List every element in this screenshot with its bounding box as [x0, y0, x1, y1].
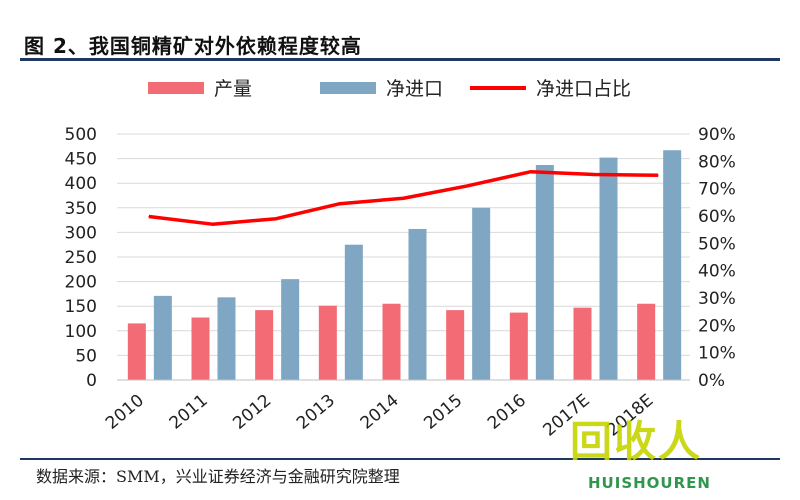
ratio-line-layer [148, 169, 659, 226]
bar-production [637, 303, 656, 380]
bar-net-import [408, 228, 427, 380]
footer-rule [20, 458, 780, 460]
combo-chart: 0 50 100 150 200 250 300 350 400 450 500 0% 10% 20% 30… [65, 78, 736, 441]
x-axis-tick-label: 2010 [102, 391, 148, 434]
left-axis-tick-label: 100 [65, 322, 97, 342]
bar-net-import [344, 244, 363, 380]
left-axis-tick-label: 350 [65, 199, 97, 219]
right-axis-tick-label: 50% [698, 234, 736, 254]
ratio-point [275, 218, 277, 220]
bar-production [509, 312, 528, 380]
left-axis-tick-label: 450 [65, 150, 97, 170]
bar-production [573, 307, 592, 380]
bar-production [191, 317, 210, 380]
legend-label: 净进口 [386, 78, 443, 100]
right-axis-tick-label: 80% [698, 152, 736, 172]
x-axis-tick-label: 2012 [229, 391, 275, 434]
legend-label: 产量 [214, 78, 252, 100]
watermark-logo-subtext: HUISHOUREN [588, 474, 711, 492]
right-axis-tick-label: 20% [698, 316, 736, 336]
right-axis-tick-label: 30% [698, 289, 736, 309]
ratio-point [657, 174, 659, 176]
left-axis-tick-label: 50 [75, 346, 97, 366]
bar-net-import [217, 297, 236, 380]
right-axis-tick-label: 40% [698, 262, 736, 282]
title-underline [20, 58, 780, 61]
axes: 0 50 100 150 200 250 300 350 400 450 500 0% 10% 20% 30… [65, 125, 736, 441]
legend-label: 净进口占比 [536, 78, 631, 100]
chart-title: 图 2、我国铜精矿对外依赖程度较高 [24, 34, 362, 58]
left-axis-tick-label: 200 [65, 273, 97, 293]
left-axis-tick-label: 0 [86, 371, 97, 391]
left-axis-tick-label: 300 [65, 223, 97, 243]
source-note: 数据来源：SMM，兴业证券经济与金融研究院整理 [36, 467, 400, 486]
x-axis-tick-label: 2015 [420, 391, 466, 434]
right-axis-tick-label: 60% [698, 207, 736, 227]
right-axis-tick-label: 10% [698, 344, 736, 364]
bar-net-import [599, 157, 618, 380]
legend: 产量 净进口 净进口占比 [148, 78, 631, 100]
ratio-point [403, 197, 404, 199]
right-axis-tick-label: 70% [698, 180, 736, 200]
watermark-logo-text: 回收人 [570, 417, 703, 466]
right-axis-tick-label: 90% [698, 125, 736, 145]
bar-net-import [472, 207, 491, 380]
ratio-point [148, 216, 150, 218]
ratio-point [466, 185, 468, 187]
bar-net-import [663, 150, 682, 380]
bar-net-import [281, 279, 300, 380]
left-axis-tick-label: 500 [65, 125, 97, 145]
bar-net-import [153, 295, 172, 380]
legend-swatch-net-import [320, 82, 376, 94]
legend-swatch-production [148, 82, 204, 94]
ratio-point [594, 173, 595, 175]
bars [127, 150, 682, 380]
ratio-point [530, 171, 532, 173]
x-axis-tick-label: 2014 [357, 391, 403, 434]
bar-production [318, 305, 337, 380]
bar-production [255, 310, 274, 380]
ratio-point [212, 223, 213, 225]
left-axis-tick-label: 250 [65, 248, 97, 268]
bar-production [446, 310, 465, 380]
x-axis-tick-label: 2016 [484, 391, 530, 434]
right-axis-tick-label: 0% [698, 371, 725, 391]
gridlines [117, 133, 690, 381]
left-axis-tick-label: 400 [65, 174, 97, 194]
bar-net-import [535, 164, 554, 380]
bar-production [127, 323, 146, 380]
x-axis-tick-label: 2011 [166, 391, 212, 434]
bar-production [382, 303, 401, 380]
x-axis-tick-label: 2013 [293, 391, 339, 434]
ratio-point [339, 203, 341, 205]
left-axis-tick-label: 150 [65, 297, 97, 317]
